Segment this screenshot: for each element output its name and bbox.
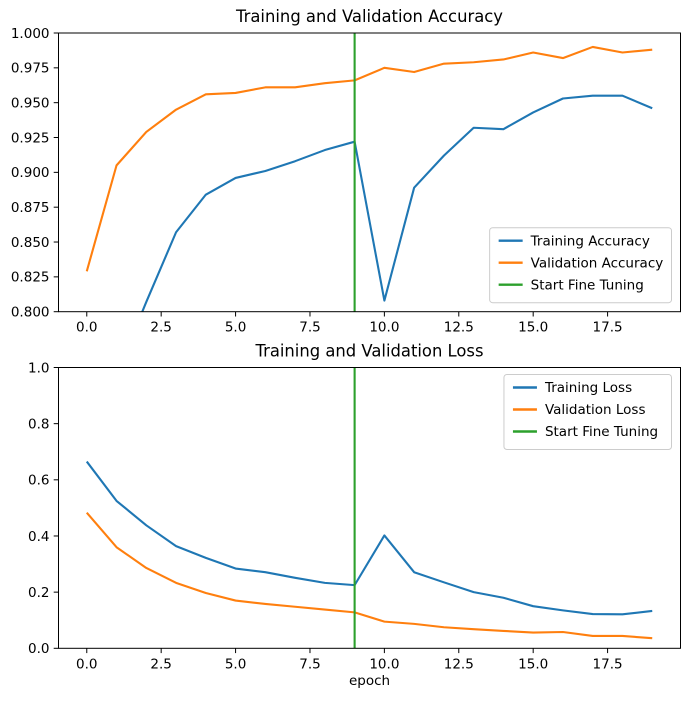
- y-tick-label: 0.975: [11, 61, 50, 77]
- training-accuracy-line: [141, 94, 653, 312]
- y-tick-label: 0.8: [28, 416, 49, 432]
- x-tick-label: 17.5: [593, 320, 623, 336]
- validation-accuracy-line: [85, 45, 653, 272]
- x-tick-label: 15.0: [518, 320, 548, 336]
- x-tick-label: 2.5: [150, 320, 171, 336]
- legend-label: Validation Loss: [545, 402, 646, 418]
- x-tick-label: 7.5: [299, 320, 320, 336]
- x-tick-label: 2.5: [150, 656, 171, 672]
- x-axis-label: epoch: [349, 673, 390, 689]
- plot-area: [85, 367, 653, 649]
- loss-subplot: 0.0 2.5 5.0 7.5 10.0 12.5 15.0 17.5 0.0 0.2 0.4 0.6…: [28, 342, 681, 689]
- y-tick-label: 0.850: [11, 235, 50, 251]
- x-tick-label: 5.0: [225, 320, 246, 336]
- y-tick-label: 0.800: [11, 305, 50, 321]
- axes-spines: [58, 367, 681, 649]
- chart-title: Training and Validation Accuracy: [235, 7, 503, 26]
- legend-label: Training Accuracy: [530, 233, 650, 249]
- y-tick-label: 0.825: [11, 270, 50, 286]
- x-tick-label: 12.5: [444, 656, 474, 672]
- legend-label: Start Fine Tuning: [545, 424, 658, 440]
- legend-label: Training Loss: [544, 380, 632, 396]
- y-tick-label: 0.950: [11, 95, 50, 111]
- plot-area: [85, 33, 653, 312]
- x-tick-label: 0.0: [76, 320, 97, 336]
- x-tick-label: 17.5: [593, 656, 623, 672]
- legend-box: [489, 227, 672, 304]
- chart-title: Training and Validation Loss: [254, 342, 483, 361]
- legend-label: Start Fine Tuning: [531, 277, 644, 293]
- training-loss-line: [85, 460, 653, 616]
- x-tick-label: 12.5: [444, 320, 474, 336]
- y-tick-label: 1.0: [28, 360, 49, 376]
- x-tick-label: 10.0: [369, 320, 399, 336]
- y-tick-label: 0.925: [11, 130, 50, 146]
- y-tick-label: 0.2: [28, 585, 49, 601]
- y-tick-label: 0.875: [11, 200, 50, 216]
- validation-loss-line: [85, 511, 653, 640]
- legend-label: Validation Accuracy: [531, 255, 664, 271]
- y-tick-label: 0.0: [28, 641, 49, 657]
- x-tick-label: 10.0: [369, 656, 399, 672]
- y-tick-label: 1.000: [11, 26, 50, 42]
- x-tick-label: 7.5: [299, 656, 320, 672]
- legend: Training Loss Validation Loss Start Fine T…: [503, 374, 673, 450]
- legend-box: [503, 374, 673, 450]
- y-tick-label: 0.900: [11, 165, 50, 181]
- x-tick-label: 15.0: [518, 656, 548, 672]
- x-tick-label: 0.0: [76, 656, 97, 672]
- x-tick-label: 5.0: [225, 656, 246, 672]
- y-tick-label: 0.4: [28, 529, 49, 545]
- y-tick-label: 0.6: [28, 473, 49, 489]
- accuracy-subplot: 0.0 2.5 5.0 7.5 10.0 12.5 15.0 17.5 0.800 0.825 0.…: [11, 7, 681, 336]
- legend: Training Accuracy Validation Accuracy Star…: [489, 227, 672, 304]
